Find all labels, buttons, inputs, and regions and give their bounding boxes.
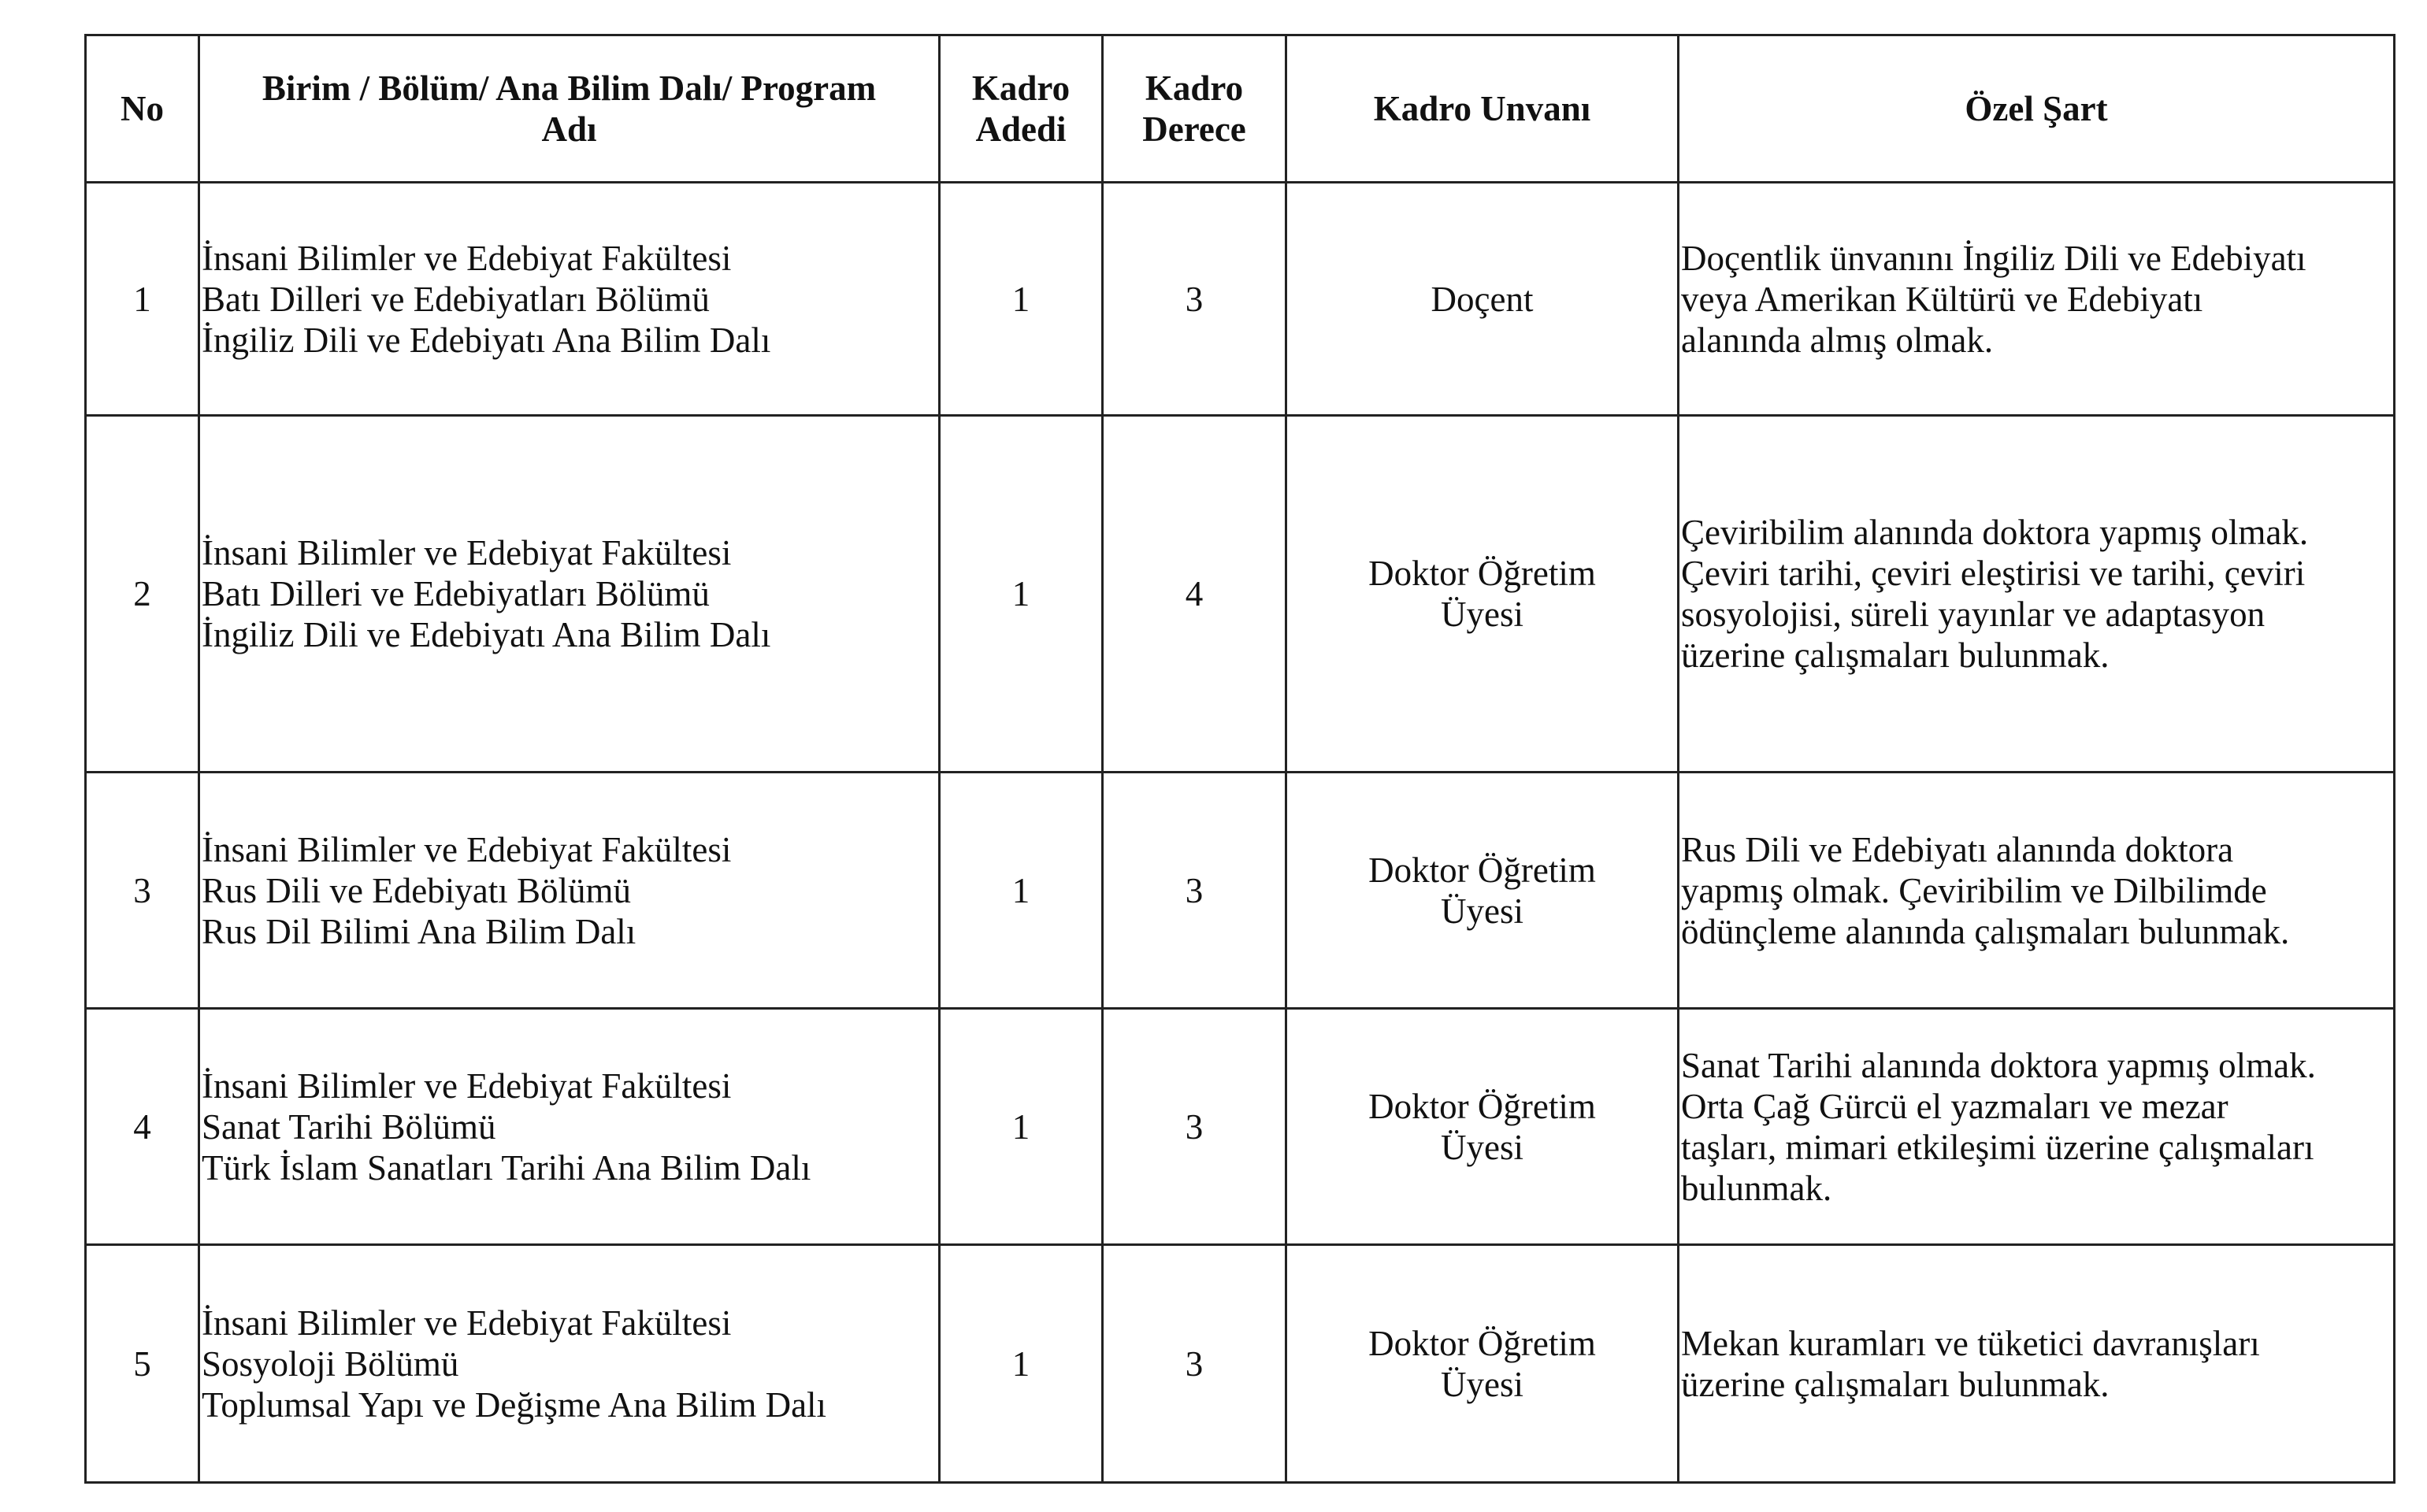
cell-unit-line: İnsani Bilimler ve Edebiyat Fakültesi: [202, 238, 732, 278]
cell-condition-line: yapmış olmak. Çeviribilim ve Dilbilimde: [1681, 870, 2267, 910]
cell-degree: 4: [1101, 414, 1287, 773]
cell-unit-line: İnsani Bilimler ve Edebiyat Fakültesi: [202, 829, 732, 869]
cell-condition-line: üzerine çalışmaları bulunmak.: [1681, 636, 2110, 675]
cell-title-line: Doktor Öğretim: [1368, 1323, 1596, 1363]
cell-degree: 3: [1101, 181, 1287, 417]
cell-unit-line: Batı Dilleri ve Edebiyatları Bölümü: [202, 574, 710, 613]
cell-title-line: Doktor Öğretim: [1368, 850, 1596, 890]
header-unit: Birim / Bölüm/ Ana Bilim Dalı/ Program A…: [198, 34, 941, 183]
cell-unit: İnsani Bilimler ve Edebiyat Fakültesi San…: [198, 1007, 941, 1246]
cell-count: 1: [938, 414, 1104, 773]
cell-condition-line: taşları, mimari etkileşimi üzerine çalış…: [1681, 1127, 2314, 1167]
cell-condition-line: üzerine çalışmaları bulunmak.: [1681, 1364, 2110, 1404]
cell-unit-line: Toplumsal Yapı ve Değişme Ana Bilim Dalı: [202, 1384, 827, 1425]
cell-degree: 3: [1101, 1243, 1287, 1484]
cell-condition-line: Orta Çağ Gürcü el yazmaları ve mezar: [1681, 1086, 2228, 1126]
cell-unit-line: Rus Dil Bilimi Ana Bilim Dalı: [202, 911, 636, 951]
cell-title-line: Üyesi: [1441, 1364, 1523, 1404]
table-row: 3 İnsani Bilimler ve Edebiyat Fakültesi Ru…: [84, 771, 2395, 1010]
header-unit-line: Adı: [541, 109, 597, 149]
cell-count: 1: [938, 771, 1104, 1010]
cell-condition-line: Çeviribilim alanında doktora yapmış olma…: [1681, 513, 2309, 552]
cell-title: Doktor Öğretim Üyesi: [1285, 414, 1679, 773]
header-count-line: Kadro: [971, 69, 1071, 108]
cell-degree: 3: [1101, 1007, 1287, 1246]
cell-no: 1: [84, 181, 200, 417]
header-title: Kadro Unvanı: [1285, 34, 1679, 183]
cell-condition-line: Çeviri tarihi, çeviri eleştirisi ve tari…: [1681, 554, 2306, 593]
cell-unit: İnsani Bilimler ve Edebiyat Fakültesi Sos…: [198, 1243, 941, 1484]
cell-unit-line: İnsani Bilimler ve Edebiyat Fakültesi: [202, 1065, 732, 1106]
cell-condition: Rus Dili ve Edebiyatı alanında doktora ya…: [1677, 771, 2395, 1010]
table-body: 1 İnsani Bilimler ve Edebiyat Fakültesi Ba…: [84, 181, 2395, 1484]
cell-title-line: Üyesi: [1441, 1127, 1523, 1167]
cell-condition-line: Rus Dili ve Edebiyatı alanında doktora: [1681, 829, 2234, 869]
header-degree-line: Kadro: [1145, 69, 1244, 108]
cell-condition-line: veya Amerikan Kültürü ve Edebiyatı: [1681, 279, 2203, 319]
table-row: 5 İnsani Bilimler ve Edebiyat Fakültesi So…: [84, 1243, 2395, 1484]
staff-positions-table: No Birim / Bölüm/ Ana Bilim Dalı/ Progra…: [84, 34, 2395, 1484]
cell-title-line: Doktor Öğretim: [1368, 554, 1596, 593]
cell-condition-line: sosyolojisi, süreli yayınlar ve adaptasy…: [1681, 595, 2266, 634]
cell-unit-line: Batı Dilleri ve Edebiyatları Bölümü: [202, 279, 710, 319]
cell-condition-line: Mekan kuramları ve tüketici davranışları: [1681, 1323, 2260, 1363]
cell-condition: Mekan kuramları ve tüketici davranışları…: [1677, 1243, 2395, 1484]
header-count-line: Adedi: [975, 109, 1067, 149]
table-row: 2 İnsani Bilimler ve Edebiyat Fakültesi Ba…: [84, 414, 2395, 773]
cell-condition: Çeviribilim alanında doktora yapmış olma…: [1677, 414, 2395, 773]
cell-title-line: Doktor Öğretim: [1368, 1086, 1596, 1126]
header-unit-line: Birim / Bölüm/ Ana Bilim Dalı/ Program: [262, 69, 877, 108]
cell-condition-line: alanında almış olmak.: [1681, 320, 1994, 360]
header-degree: Kadro Derece: [1101, 34, 1287, 183]
cell-unit: İnsani Bilimler ve Edebiyat Fakültesi Bat…: [198, 181, 941, 417]
cell-degree: 3: [1101, 771, 1287, 1010]
header-no: No: [84, 34, 200, 183]
cell-unit: İnsani Bilimler ve Edebiyat Fakültesi Bat…: [198, 414, 941, 773]
cell-title: Doktor Öğretim Üyesi: [1285, 771, 1679, 1010]
table-row: 4 İnsani Bilimler ve Edebiyat Fakültesi Sa…: [84, 1007, 2395, 1246]
cell-unit-line: İngiliz Dili ve Edebiyatı Ana Bilim Dalı: [202, 320, 771, 360]
cell-condition-line: ödünçleme alanında çalışmaları bulunmak.: [1681, 911, 2290, 951]
cell-count: 1: [938, 1243, 1104, 1484]
cell-unit-line: İnsani Bilimler ve Edebiyat Fakültesi: [202, 533, 732, 573]
cell-count: 1: [938, 181, 1104, 417]
cell-title: Doçent: [1285, 181, 1679, 417]
cell-condition-line: Doçentlik ünvanını İngiliz Dili ve Edebi…: [1681, 238, 2306, 278]
cell-title-line: Üyesi: [1441, 891, 1523, 931]
cell-condition: Sanat Tarihi alanında doktora yapmış olm…: [1677, 1007, 2395, 1246]
cell-unit-line: Türk İslam Sanatları Tarihi Ana Bilim Da…: [202, 1147, 811, 1188]
cell-no: 5: [84, 1243, 200, 1484]
cell-no: 3: [84, 771, 200, 1010]
cell-condition-line: Sanat Tarihi alanında doktora yapmış olm…: [1681, 1045, 2316, 1085]
cell-title-line: Üyesi: [1441, 595, 1523, 634]
cell-title-line: Doçent: [1431, 279, 1534, 319]
cell-unit-line: İngiliz Dili ve Edebiyatı Ana Bilim Dalı: [202, 615, 771, 654]
cell-condition-line: bulunmak.: [1681, 1168, 1832, 1208]
header-count: Kadro Adedi: [938, 34, 1104, 183]
cell-title: Doktor Öğretim Üyesi: [1285, 1007, 1679, 1246]
header-condition: Özel Şart: [1677, 34, 2395, 183]
cell-unit-line: Rus Dili ve Edebiyatı Bölümü: [202, 870, 631, 910]
cell-unit-line: Sosyoloji Bölümü: [202, 1343, 459, 1384]
cell-no: 4: [84, 1007, 200, 1246]
cell-title: Doktor Öğretim Üyesi: [1285, 1243, 1679, 1484]
cell-no: 2: [84, 414, 200, 773]
cell-count: 1: [938, 1007, 1104, 1246]
cell-unit: İnsani Bilimler ve Edebiyat Fakültesi Rus…: [198, 771, 941, 1010]
header-degree-line: Derece: [1142, 109, 1246, 149]
table-row: 1 İnsani Bilimler ve Edebiyat Fakültesi Ba…: [84, 181, 2395, 417]
header-row: No Birim / Bölüm/ Ana Bilim Dalı/ Progra…: [84, 34, 2395, 183]
cell-unit-line: İnsani Bilimler ve Edebiyat Fakültesi: [202, 1303, 732, 1343]
cell-condition: Doçentlik ünvanını İngiliz Dili ve Edebi…: [1677, 181, 2395, 417]
cell-unit-line: Sanat Tarihi Bölümü: [202, 1106, 496, 1147]
